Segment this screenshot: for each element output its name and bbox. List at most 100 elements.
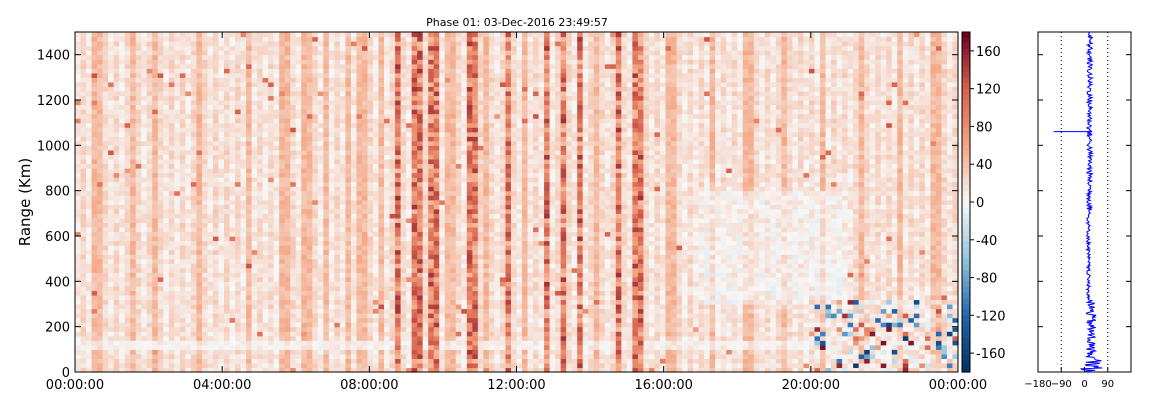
heatmap-cell — [356, 127, 363, 133]
heatmap-cell — [146, 77, 153, 83]
heatmap-cell — [91, 281, 98, 287]
heatmap-cell — [312, 208, 319, 214]
heatmap-cell — [141, 50, 148, 56]
heatmap-cell — [384, 104, 391, 110]
heatmap-cell — [345, 113, 352, 119]
heatmap-cell — [185, 50, 192, 56]
heatmap-cell — [235, 213, 242, 219]
heatmap-cell — [80, 140, 87, 146]
heatmap-cell — [190, 335, 198, 341]
heatmap-cell — [97, 95, 104, 101]
heatmap-cell — [240, 317, 247, 323]
heatmap-cell — [201, 50, 209, 56]
heatmap-cell — [257, 199, 264, 205]
heatmap-cell — [185, 222, 192, 228]
heatmap-cell — [207, 163, 214, 169]
heatmap-cell — [97, 263, 104, 269]
heatmap-cell — [367, 90, 374, 97]
heatmap-cell — [334, 304, 341, 310]
heatmap-cell — [218, 285, 225, 291]
heatmap-cell — [246, 249, 253, 255]
heatmap-cell — [146, 245, 153, 251]
heatmap-cell — [235, 118, 242, 124]
heatmap-cell — [356, 281, 363, 287]
heatmap-cell — [218, 109, 225, 115]
heatmap-cell — [378, 331, 385, 337]
heatmap-cell — [75, 154, 82, 160]
heatmap-cell — [345, 254, 352, 260]
heatmap-cell — [400, 317, 407, 323]
heatmap-cell — [91, 190, 98, 196]
heatmap-cell — [384, 90, 391, 97]
heatmap-cell — [433, 208, 440, 214]
heatmap-cell — [157, 344, 164, 350]
heatmap-cell — [174, 163, 181, 169]
heatmap-cell — [201, 190, 209, 196]
heatmap-cell — [257, 258, 264, 264]
heatmap-cell — [395, 95, 402, 101]
heatmap-cell — [97, 140, 104, 146]
heatmap-cell — [428, 109, 435, 115]
heatmap-cell — [135, 118, 142, 124]
heatmap-cell — [422, 226, 429, 233]
heatmap-cell — [406, 181, 413, 187]
heatmap-cell — [207, 317, 214, 323]
heatmap-cell — [411, 163, 418, 169]
heatmap-cell — [80, 154, 87, 160]
heatmap-cell — [102, 362, 109, 369]
heatmap-cell — [146, 299, 153, 305]
heatmap-cell — [130, 54, 137, 60]
heatmap-cell — [196, 186, 203, 192]
heatmap-cell — [229, 127, 236, 133]
heatmap-cell — [373, 54, 380, 60]
heatmap-cell — [317, 68, 324, 74]
heatmap-cell — [389, 226, 396, 233]
heatmap-cell — [411, 299, 418, 305]
heatmap-cell — [113, 326, 120, 332]
heatmap-cell — [367, 177, 374, 183]
heatmap-cell — [201, 86, 209, 92]
heatmap-cell — [185, 177, 192, 183]
heatmap-cell — [119, 276, 126, 282]
heatmap-cell — [157, 213, 164, 219]
heatmap-cell — [367, 163, 374, 169]
heatmap-cell — [378, 344, 385, 350]
heatmap-cell — [235, 122, 242, 128]
heatmap-cell — [196, 263, 203, 269]
heatmap-cell — [422, 353, 429, 359]
heatmap-cell — [141, 272, 148, 278]
heatmap-cell — [157, 81, 164, 87]
heatmap-cell — [339, 217, 347, 223]
heatmap-cell — [152, 349, 159, 355]
heatmap-cell — [356, 168, 363, 174]
heatmap-cell — [345, 231, 352, 237]
heatmap-cell — [312, 308, 319, 314]
heatmap-cell — [295, 349, 302, 355]
heatmap-cell — [323, 331, 330, 337]
heatmap-cell — [235, 249, 242, 255]
heatmap-cell — [240, 204, 247, 210]
heatmap-cell — [306, 213, 313, 219]
heatmap-cell — [378, 245, 385, 251]
heatmap-cell — [75, 172, 82, 178]
heatmap-cell — [207, 304, 214, 310]
heatmap-cell — [86, 172, 93, 178]
heatmap-cell — [235, 231, 242, 237]
heatmap-cell — [345, 95, 352, 101]
heatmap-cell — [284, 204, 291, 210]
heatmap-cell — [86, 367, 93, 373]
heatmap-cell — [235, 313, 242, 319]
heatmap-cell — [113, 122, 120, 128]
heatmap-cell — [400, 340, 407, 346]
heatmap-cell — [257, 245, 264, 251]
heatmap-cell — [168, 344, 175, 350]
heatmap-cell — [439, 285, 446, 291]
heatmap-cell — [301, 177, 308, 183]
heatmap-cell — [124, 267, 131, 273]
heatmap-cell — [163, 254, 170, 260]
heatmap-cell — [389, 149, 396, 155]
heatmap-cell — [433, 104, 440, 110]
heatmap-cell — [251, 326, 258, 332]
heatmap-cell — [229, 72, 236, 78]
heatmap-cell — [334, 353, 341, 359]
